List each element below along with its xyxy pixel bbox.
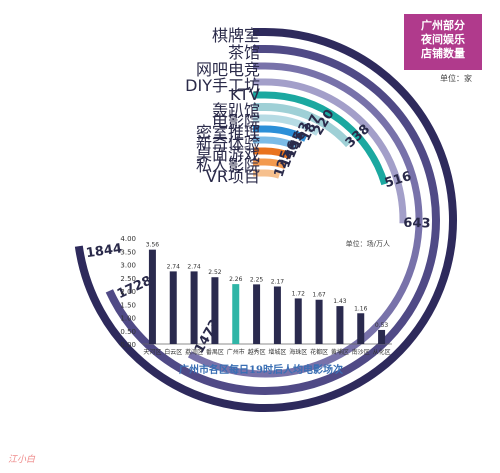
radial-arc	[264, 114, 320, 136]
bar-value-label: 2.74	[187, 263, 201, 270]
bar	[378, 329, 386, 344]
radial-value-label: 643	[403, 216, 430, 232]
district-bar-chart: 4.00 3.50 3.00 2.50 2.00 1.50 1.00 0.50 0.00 单位：场…	[120, 235, 392, 376]
radial-arc	[264, 125, 308, 142]
bar-unit-label: 单位：场/万人	[346, 239, 390, 248]
bar-y-tick-label: 1.50	[120, 301, 136, 309]
bar-value-label: 2.25	[250, 276, 264, 283]
bar-y-tick-label: 0.50	[120, 328, 136, 336]
bar	[315, 299, 323, 344]
bar-category-label: 黄埔区	[331, 348, 349, 356]
main-title-box: 广州部分 夜间娱乐 店铺数量	[404, 14, 482, 70]
bar-category-label: 越秀区	[248, 348, 266, 356]
bar-category-label: 番禺区	[206, 349, 224, 356]
bar	[169, 271, 177, 344]
radial-category-label: VR项目	[205, 167, 260, 186]
radial-category-label: 密室推理	[195, 123, 260, 142]
bar-category-label: 天河区	[143, 348, 161, 356]
radial-category-label: 新奇体验	[195, 134, 260, 153]
bar-value-label: 0.53	[375, 322, 389, 329]
bar-value-label: 3.56	[146, 242, 160, 249]
radial-category-label: KTV	[230, 85, 260, 104]
bar-y-tick-label: 2.00	[120, 288, 136, 296]
bar	[190, 271, 198, 344]
radial-category-label: 电影院	[211, 112, 260, 131]
bar-category-label: 广州市	[227, 348, 245, 356]
bar-value-label: 2.52	[208, 269, 222, 276]
bar-y-tick-label: 4.00	[120, 235, 136, 243]
main-unit-label: 单位：家	[440, 74, 472, 83]
radial-arc	[264, 147, 293, 160]
radial-category-label: DIY手工坊	[185, 76, 260, 95]
bar	[294, 298, 302, 344]
bar-value-label: 2.26	[229, 276, 243, 283]
radial-category-label: 私人影院	[195, 156, 260, 175]
bar-value-label: 1.67	[312, 292, 326, 299]
radial-category-label: 茶馆	[227, 43, 260, 62]
bar-category-label: 海珠区	[289, 348, 307, 356]
radial-arc	[74, 28, 457, 412]
bar	[148, 249, 156, 344]
radial-category-label: 网吧电竞	[195, 60, 260, 79]
radial-arc	[264, 103, 352, 148]
bar	[253, 284, 261, 344]
signature: 江小白	[8, 455, 36, 465]
bar-y-tick-label: 3.50	[120, 248, 136, 256]
bar	[273, 286, 281, 344]
bar-category-label: 南沙区	[352, 348, 370, 356]
main-title-line: 广州部分	[421, 19, 465, 32]
bar-category-label: 白云区	[164, 348, 182, 356]
bar-y-tick-label: 3.00	[120, 262, 136, 270]
bar-value-label: 1.16	[354, 305, 368, 312]
bar-chart-title: 广州市各区每日19时后人均电影场次	[179, 363, 343, 376]
bar	[336, 306, 344, 344]
bar-value-label: 1.72	[292, 290, 306, 297]
radial-arc	[187, 62, 423, 378]
radial-arc	[264, 158, 287, 170]
bar-y-tick-label: 2.50	[120, 275, 136, 283]
bar-category-label: 增城区	[268, 348, 286, 356]
bar-y-tick-label: 1.00	[120, 315, 136, 323]
bar-category-label: 花都区	[310, 348, 328, 356]
bar-category-label: 从化区	[373, 348, 391, 356]
radial-arc	[264, 136, 298, 150]
radial-arc	[264, 169, 281, 179]
radial-category-label: 棋牌室	[211, 26, 260, 45]
bar	[211, 277, 219, 344]
bar-value-label: 1.43	[333, 298, 347, 305]
radial-arc	[264, 78, 407, 224]
radial-arc	[105, 45, 440, 395]
main-title-line: 店铺数量	[421, 47, 465, 60]
bar-value-label: 2.17	[271, 278, 285, 285]
radial-category-label: 桌面游戏	[195, 145, 260, 164]
bar-y-tick-label: 0.00	[120, 341, 136, 349]
radial-arc	[264, 91, 389, 186]
bar-value-label: 2.74	[167, 263, 181, 270]
main-title-line: 夜间娱乐	[421, 33, 465, 46]
bar	[232, 284, 240, 344]
radial-value-label: 516	[383, 169, 413, 191]
radial-category-label: 轰趴馆	[211, 101, 260, 120]
bar-category-label: 荔湾区	[185, 348, 203, 356]
radial-value-label: 1844	[85, 241, 123, 261]
bar	[357, 313, 365, 344]
